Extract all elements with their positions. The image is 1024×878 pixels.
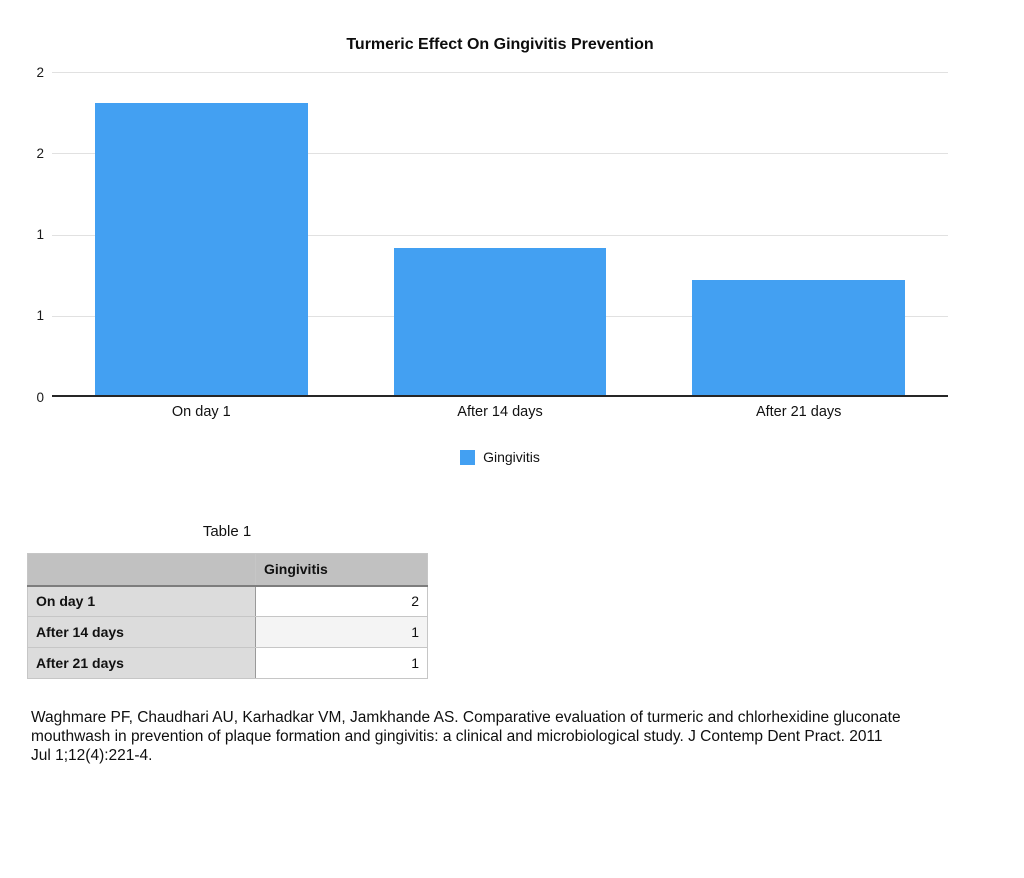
y-axis-tick-label: 2 (36, 64, 44, 80)
bar-column (52, 72, 351, 395)
bar-column (351, 72, 650, 395)
data-table: Gingivitis On day 1 2 After 14 days 1 After … (27, 553, 428, 679)
table-header-corner-cell (27, 553, 256, 587)
x-axis-tick-label: After 14 days (457, 404, 543, 420)
bar-on-day-1 (94, 102, 308, 395)
bar-after-14-days (393, 248, 607, 395)
table-row: After 21 days 1 (27, 647, 428, 679)
citation-line: Waghmare PF, Chaudhari AU, Karhadkar VM,… (31, 709, 901, 726)
citation-line: mouthwash in prevention of plaque format… (31, 728, 883, 745)
table-row-label-cell: After 21 days (27, 647, 256, 679)
legend-label: Gingivitis (483, 449, 540, 465)
y-axis-tick-label: 0 (36, 389, 44, 405)
table-header-row: Gingivitis (27, 553, 428, 587)
gridline (52, 234, 948, 236)
gridline (52, 153, 948, 155)
plot-area (52, 72, 948, 397)
citation-text: Waghmare PF, Chaudhari AU, Karhadkar VM,… (31, 708, 1016, 765)
x-axis: On day 1 After 14 days After 21 days (52, 404, 948, 420)
citation-line: Jul 1;12(4):221-4. (31, 747, 153, 764)
table-block: Table 1 Gingivitis On day 1 2 After 14 day… (27, 523, 428, 679)
legend-swatch-gingivitis (460, 449, 476, 465)
table-value-cell: 2 (255, 585, 428, 617)
table-row-label-cell: On day 1 (27, 585, 256, 617)
chart-legend: Gingivitis (52, 449, 948, 465)
table-row-label-cell: After 14 days (27, 616, 256, 648)
gridline (52, 72, 948, 73)
bar-after-21-days (692, 280, 906, 395)
table-title: Table 1 (202, 523, 252, 540)
y-axis-tick-label: 1 (36, 227, 44, 242)
x-axis-tick-label: On day 1 (171, 404, 231, 420)
table-header-gingivitis-cell: Gingivitis (255, 553, 428, 587)
x-axis-tick-label: After 21 days (755, 404, 842, 420)
bars-layer (52, 72, 948, 395)
bar-column (649, 72, 948, 395)
table-row: After 14 days 1 (27, 616, 428, 648)
table-value-cell: 1 (255, 616, 428, 648)
table-value-cell: 1 (255, 647, 428, 679)
chart-title: Turmeric Effect On Gingivitis Prevention (346, 36, 654, 53)
y-axis-tick-label: 2 (36, 145, 44, 161)
y-axis-tick-label: 1 (36, 308, 44, 324)
